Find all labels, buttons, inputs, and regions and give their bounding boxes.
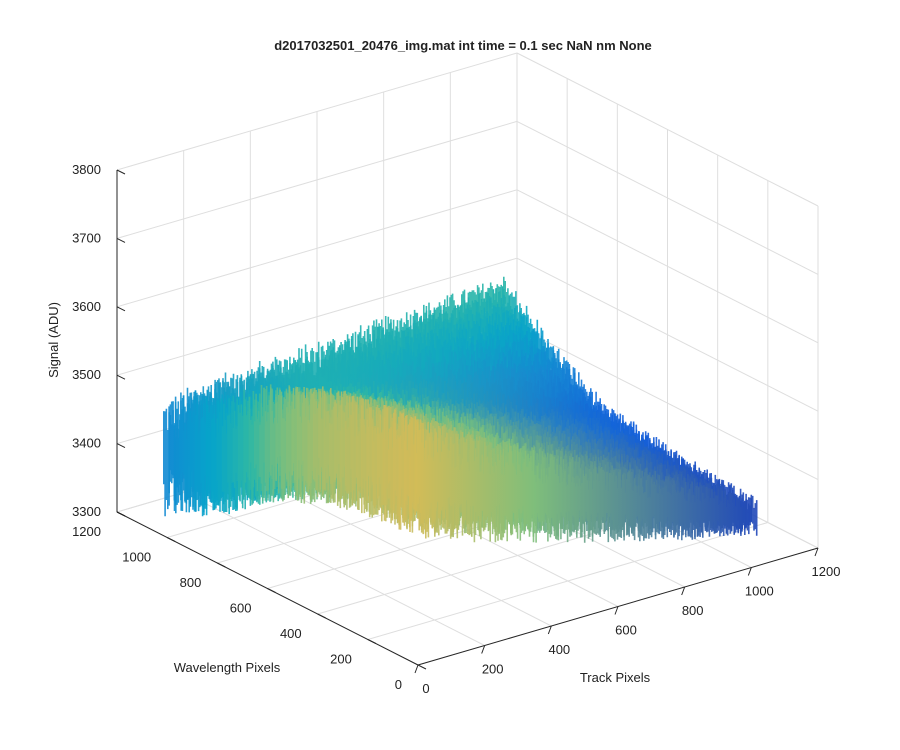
z-tick-mark — [116, 374, 126, 380]
y-tick-label: 600 — [230, 601, 252, 616]
x-tick-label: 400 — [548, 642, 570, 657]
z-tick-mark — [116, 306, 126, 312]
chart-title: d2017032501_20476_img.mat int time = 0.1… — [274, 38, 652, 53]
x-tick-mark — [547, 625, 552, 635]
z-tick-label: 3500 — [72, 367, 101, 382]
y-tick-mark — [367, 639, 377, 644]
y-tick-mark — [217, 562, 226, 568]
z-tick-mark — [116, 237, 126, 243]
y-tick-label: 400 — [280, 626, 302, 641]
y-tick-label: 200 — [330, 652, 352, 667]
z-tick-mark — [116, 443, 126, 449]
y-tick-mark — [166, 537, 176, 542]
y-tick-mark — [317, 613, 326, 619]
z-tick-label: 3800 — [72, 162, 101, 177]
x-tick-label: 200 — [482, 662, 504, 677]
y-tick-mark — [417, 664, 427, 670]
z-tick-mark — [116, 511, 126, 517]
z-tick-mark — [116, 169, 126, 175]
x-tick-mark — [614, 606, 619, 615]
x-tick-mark — [414, 664, 419, 674]
z-tick-label: 3600 — [72, 299, 101, 314]
z-tick-label: 3700 — [72, 230, 101, 245]
z-axis-label: Signal (ADU) — [46, 302, 61, 378]
y-tick-label: 0 — [395, 677, 402, 692]
surface-strip — [414, 416, 758, 543]
y-tick-label: 1000 — [122, 550, 151, 565]
x-axis-label: Track Pixels — [580, 670, 651, 685]
x-tick-label: 1200 — [812, 564, 841, 579]
x-tick-mark — [681, 586, 686, 596]
x-tick-label: 0 — [422, 681, 429, 696]
y-axis-label: Wavelength Pixels — [174, 660, 281, 675]
x-tick-mark — [481, 645, 486, 654]
y-tick-mark — [267, 588, 276, 593]
x-tick-label: 1000 — [745, 584, 774, 599]
y-tick-label: 1200 — [72, 524, 101, 539]
x-tick-label: 600 — [615, 623, 637, 638]
z-tick-label: 3400 — [72, 436, 101, 451]
z-tick-label: 3300 — [72, 504, 101, 519]
surface-mesh — [163, 276, 758, 543]
y-tick-label: 800 — [180, 575, 202, 590]
x-tick-mark — [814, 547, 819, 557]
grid-line — [367, 522, 768, 640]
x-tick-label: 800 — [682, 603, 704, 618]
x-tick-mark — [747, 567, 752, 576]
tick-labels: 0 200 400 600 800 1000 1200 0 200 400 600 800 1000 12… — [72, 162, 840, 696]
